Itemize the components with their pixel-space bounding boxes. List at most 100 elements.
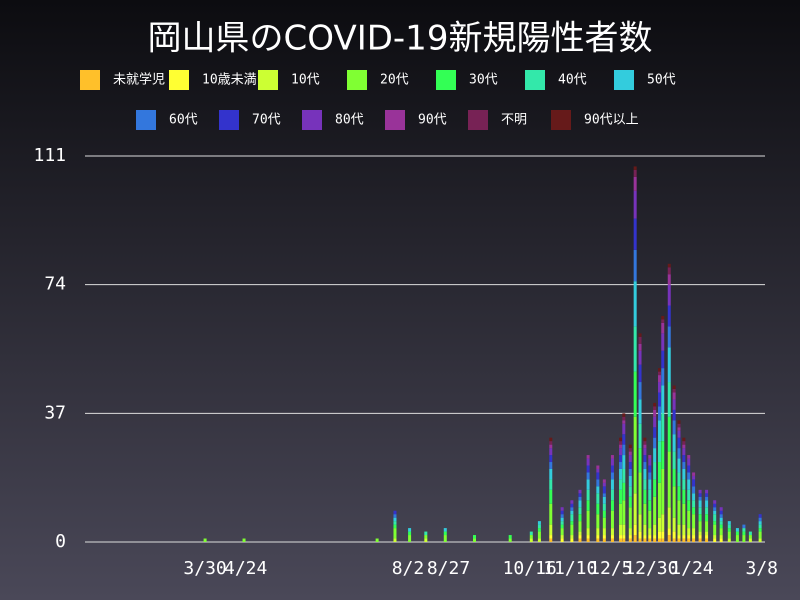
bar-segment	[661, 468, 665, 515]
bar-segment	[672, 531, 676, 539]
bar-segment	[661, 333, 665, 351]
bar-segment	[698, 496, 702, 501]
bar-segment	[619, 455, 623, 463]
bar-segment	[677, 427, 681, 431]
bar-segment	[682, 538, 686, 542]
bar-segment	[610, 455, 614, 459]
bar-segment	[596, 535, 600, 539]
bar-segment	[648, 500, 652, 511]
bar-segment	[742, 528, 746, 532]
bar-segment	[658, 517, 662, 532]
bar-segment	[570, 510, 574, 515]
legend-swatch	[258, 70, 278, 90]
bar-segment	[677, 538, 681, 542]
bar-segment	[658, 482, 662, 518]
bar-segment	[508, 535, 512, 539]
bar-segment	[549, 503, 553, 525]
bar-segment	[586, 472, 590, 480]
bar-segment	[622, 538, 626, 542]
bar-segment	[692, 486, 696, 494]
bar-segment	[698, 521, 702, 532]
bar-segment	[667, 326, 671, 348]
bar-segment	[619, 535, 623, 539]
legend-label: 50代	[647, 73, 676, 88]
bar-segment	[677, 448, 681, 459]
legend-swatch	[385, 110, 405, 130]
bar-segment	[610, 500, 614, 511]
legend-label: 40代	[558, 73, 587, 88]
bar-segment	[687, 458, 691, 466]
bar-segment	[560, 528, 564, 536]
bar-segment	[713, 524, 717, 536]
bar-segment	[586, 500, 590, 511]
bar-segment	[677, 486, 681, 501]
legend-label: 80代	[335, 113, 364, 128]
bar-segment	[560, 514, 564, 518]
bar-segment	[758, 528, 762, 532]
bar-segment	[622, 434, 626, 445]
bar-segment	[677, 535, 681, 539]
bar-segment	[586, 479, 590, 490]
bar-segment	[748, 538, 752, 542]
bar-segment	[758, 517, 762, 522]
bar-segment	[643, 503, 647, 525]
bar-segment	[638, 399, 642, 424]
bar-segment	[692, 479, 696, 487]
bar-segment	[672, 486, 676, 518]
bar-segment	[672, 451, 676, 469]
bar-segment	[653, 496, 657, 525]
bar-segment	[633, 249, 637, 282]
bar-segment	[628, 496, 632, 508]
bar-segment	[602, 528, 606, 536]
bar-segment	[719, 524, 723, 529]
bar-segment	[682, 479, 686, 490]
bar-segment	[529, 538, 533, 542]
bar-segment	[570, 500, 574, 504]
bar-segment	[472, 535, 476, 539]
bar-segment	[713, 521, 717, 525]
bar-segment	[692, 472, 696, 476]
bar-segment	[628, 507, 632, 529]
bar-segment	[698, 538, 702, 542]
bar-segment	[549, 437, 553, 442]
bar-segment	[622, 444, 626, 456]
bar-segment	[661, 441, 665, 469]
bar-segment	[638, 514, 642, 532]
bar-segment	[610, 510, 614, 529]
bar-segment	[758, 524, 762, 529]
bar-segment	[643, 524, 647, 536]
bar-segment	[578, 500, 582, 508]
bar-segment	[549, 462, 553, 469]
y-tick-label: 37	[44, 402, 66, 423]
bar-segment	[549, 448, 553, 456]
bar-segment	[658, 368, 662, 372]
bar-segment	[610, 489, 614, 501]
bar-segment	[705, 531, 709, 536]
legend-swatch	[136, 110, 156, 130]
bar-segment	[682, 489, 686, 504]
bar-segment	[619, 462, 623, 469]
bar-segment	[628, 468, 632, 476]
legend-label: 不明	[501, 113, 527, 128]
x-tick-label: 10/16	[503, 558, 557, 579]
bar-segment	[667, 274, 671, 285]
bar-segment	[633, 169, 637, 177]
legend-swatch	[614, 70, 634, 90]
bar-segment	[570, 521, 574, 525]
bar-segment	[570, 524, 574, 536]
bar-segment	[667, 416, 671, 452]
bar-segment	[393, 538, 397, 542]
bar-segment	[596, 528, 600, 536]
bar-segment	[653, 409, 657, 417]
bar-segment	[687, 538, 691, 542]
legend-label: 30代	[469, 73, 498, 88]
bar-segment	[578, 493, 582, 497]
bar-segment	[667, 507, 671, 529]
bar-segment	[537, 531, 541, 539]
bar-segment	[549, 535, 553, 539]
bar-segment	[578, 538, 582, 542]
bar-segment	[713, 538, 717, 542]
chart-title: 岡山県のCOVID-19新規陽性者数	[148, 19, 653, 59]
bar-segment	[648, 528, 652, 536]
bar-segment	[560, 510, 564, 515]
